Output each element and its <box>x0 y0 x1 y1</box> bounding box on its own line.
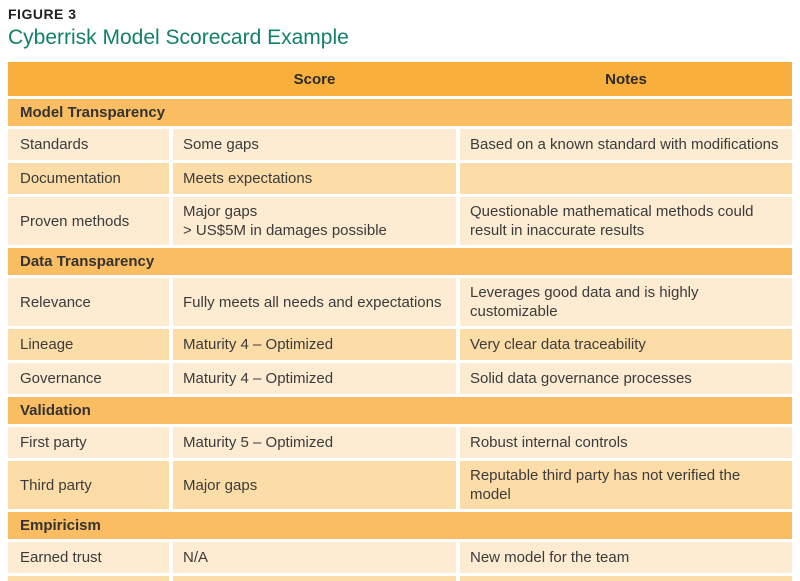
table-row: Proven methods Major gaps > US$5M in dama… <box>8 197 792 245</box>
cell-score: N/A <box>173 542 456 573</box>
scorecard-table: Score Notes Model Transparency Standards S… <box>8 62 792 581</box>
section-header: Data Transparency <box>8 248 792 275</box>
cell-notes <box>460 163 792 194</box>
cell-label: Governance <box>8 363 169 394</box>
cell-notes: Leverages good data and is highly custom… <box>460 278 792 326</box>
cell-notes: Based on a known standard with modificat… <box>460 129 792 160</box>
cell-label: Lineage <box>8 329 169 360</box>
cell-label: Proven methods <box>8 197 169 245</box>
column-header-notes: Notes <box>605 70 647 88</box>
table-row: Earned trust N/A New model for the team <box>8 542 792 573</box>
cell-score: Fully meets all needs and expectations <box>173 278 456 326</box>
cell-score: Maturity 5 – Optimized <box>173 427 456 458</box>
figure-label: FIGURE 3 <box>8 6 77 22</box>
figure-title: Cyberrisk Model Scorecard Example <box>8 26 349 49</box>
cell-label: Standards <box>8 129 169 160</box>
cell-notes: Reputable third party has not verified t… <box>460 461 792 509</box>
cell-label: Earned trust <box>8 542 169 573</box>
cell-score: Some gaps <box>173 129 456 160</box>
cell-notes: Good customer referrals <box>460 576 792 581</box>
cell-score: Maturity 4 – Optimized <box>173 363 456 394</box>
section-header: Empiricism <box>8 512 792 539</box>
cell-score: Maturity 4 – Optimized <box>173 329 456 360</box>
table-row: Lineage Maturity 4 – Optimized Very clear … <box>8 329 792 360</box>
cell-notes: Very clear data traceability <box>460 329 792 360</box>
cell-notes: Solid data governance processes <box>460 363 792 394</box>
column-header-score: Score <box>293 70 336 88</box>
cell-score: Exceeds expectations <box>173 576 456 581</box>
table-header-row: Score Notes <box>8 62 792 96</box>
cell-score: Meets expectations <box>173 163 456 194</box>
table-row: Documentation Meets expectations <box>8 163 792 194</box>
section-header: Model Transparency <box>8 99 792 126</box>
cell-label: Relevance <box>8 278 169 326</box>
cell-notes: Robust internal controls <box>460 427 792 458</box>
table-row: Third party Major gaps Reputable third par… <box>8 461 792 509</box>
table-row: First party Maturity 5 – Optimized Robust … <box>8 427 792 458</box>
cell-score: Major gaps > US$5M in damages possible <box>173 197 456 245</box>
cell-label: Third party <box>8 461 169 509</box>
cell-label: First party <box>8 427 169 458</box>
table-row: Reputation Exceeds expectations Good custo… <box>8 576 792 581</box>
table-row: Relevance Fully meets all needs and expec… <box>8 278 792 326</box>
cell-label: Documentation <box>8 163 169 194</box>
cell-notes: New model for the team <box>460 542 792 573</box>
cell-label: Reputation <box>8 576 169 581</box>
cell-notes: Questionable mathematical methods could … <box>460 197 792 245</box>
section-header: Validation <box>8 397 792 424</box>
cell-score: Major gaps <box>173 461 456 509</box>
table-row: Standards Some gaps Based on a known stand… <box>8 129 792 160</box>
table-row: Governance Maturity 4 – Optimized Solid da… <box>8 363 792 394</box>
